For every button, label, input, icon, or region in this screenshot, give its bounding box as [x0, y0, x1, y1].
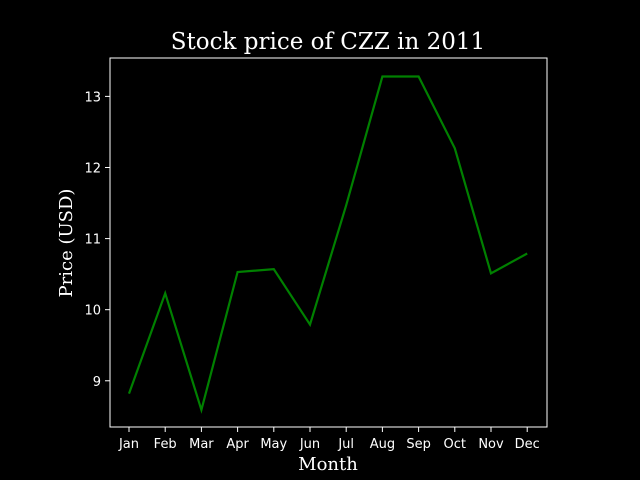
x-tick-label-feb: Feb: [154, 437, 177, 452]
y-tick-label: 11: [84, 233, 101, 248]
x-axis-label: Month: [298, 454, 358, 475]
plot-area: [109, 57, 548, 428]
y-tick-label: 9: [93, 375, 101, 390]
x-axis: Jan Feb Mar Apr May Jun Jul Aug Sep Oct Nov Dec: [118, 427, 540, 452]
y-tick-label: 12: [84, 161, 101, 176]
x-tick-label-jun: Jun: [299, 437, 320, 452]
x-tick-label-dec: Dec: [515, 437, 540, 452]
x-tick-label-mar: Mar: [189, 437, 214, 452]
y-axis: 9 10 11 12 13: [84, 90, 110, 390]
x-tick-label-jan: Jan: [118, 437, 139, 452]
y-tick-label: 13: [84, 90, 101, 105]
x-tick-label-oct: Oct: [444, 437, 466, 452]
x-tick-label-jul: Jul: [337, 437, 354, 452]
y-tick-label: 10: [84, 304, 101, 319]
y-axis-label: Price (USD): [56, 189, 77, 298]
x-tick-label-sep: Sep: [406, 437, 431, 452]
chart-title: Stock price of CZZ in 2011: [171, 29, 485, 55]
x-tick-label-aug: Aug: [370, 437, 395, 452]
x-tick-label-may: May: [260, 437, 287, 452]
x-tick-label-nov: Nov: [478, 437, 504, 452]
series-line: [127, 75, 528, 414]
x-tick-label-apr: Apr: [226, 437, 249, 452]
